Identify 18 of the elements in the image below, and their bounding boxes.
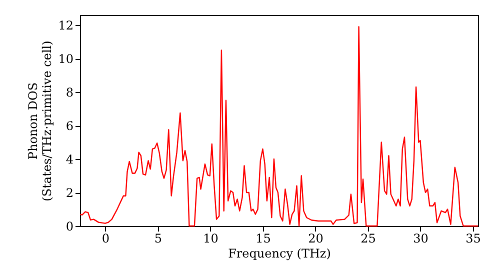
y-tick-label: 8	[66, 86, 74, 100]
x-tick-label: 10	[203, 232, 218, 246]
x-tick-label: 0	[102, 232, 110, 246]
y-tick-label: 12	[58, 18, 74, 33]
y-axis-title: Phonon DOS (States/THz·primitive cell)	[26, 40, 54, 202]
x-tick-label: 15	[256, 232, 271, 246]
x-tick-label: 30	[413, 232, 428, 246]
y-tick-label: 0	[66, 220, 74, 234]
x-tick-label: 5	[154, 232, 162, 246]
y-tick-label: 10	[58, 52, 74, 66]
x-axis-title: Frequency (THz)	[228, 246, 331, 260]
line-series	[79, 26, 479, 227]
x-tick-label: 20	[308, 232, 324, 246]
x-tick-label: 25	[360, 232, 376, 246]
y-tick-label: 6	[66, 119, 74, 134]
y-tick-label: 2	[66, 186, 74, 200]
y-tick-label: 4	[66, 152, 74, 167]
x-tick-label: 35	[466, 232, 481, 246]
